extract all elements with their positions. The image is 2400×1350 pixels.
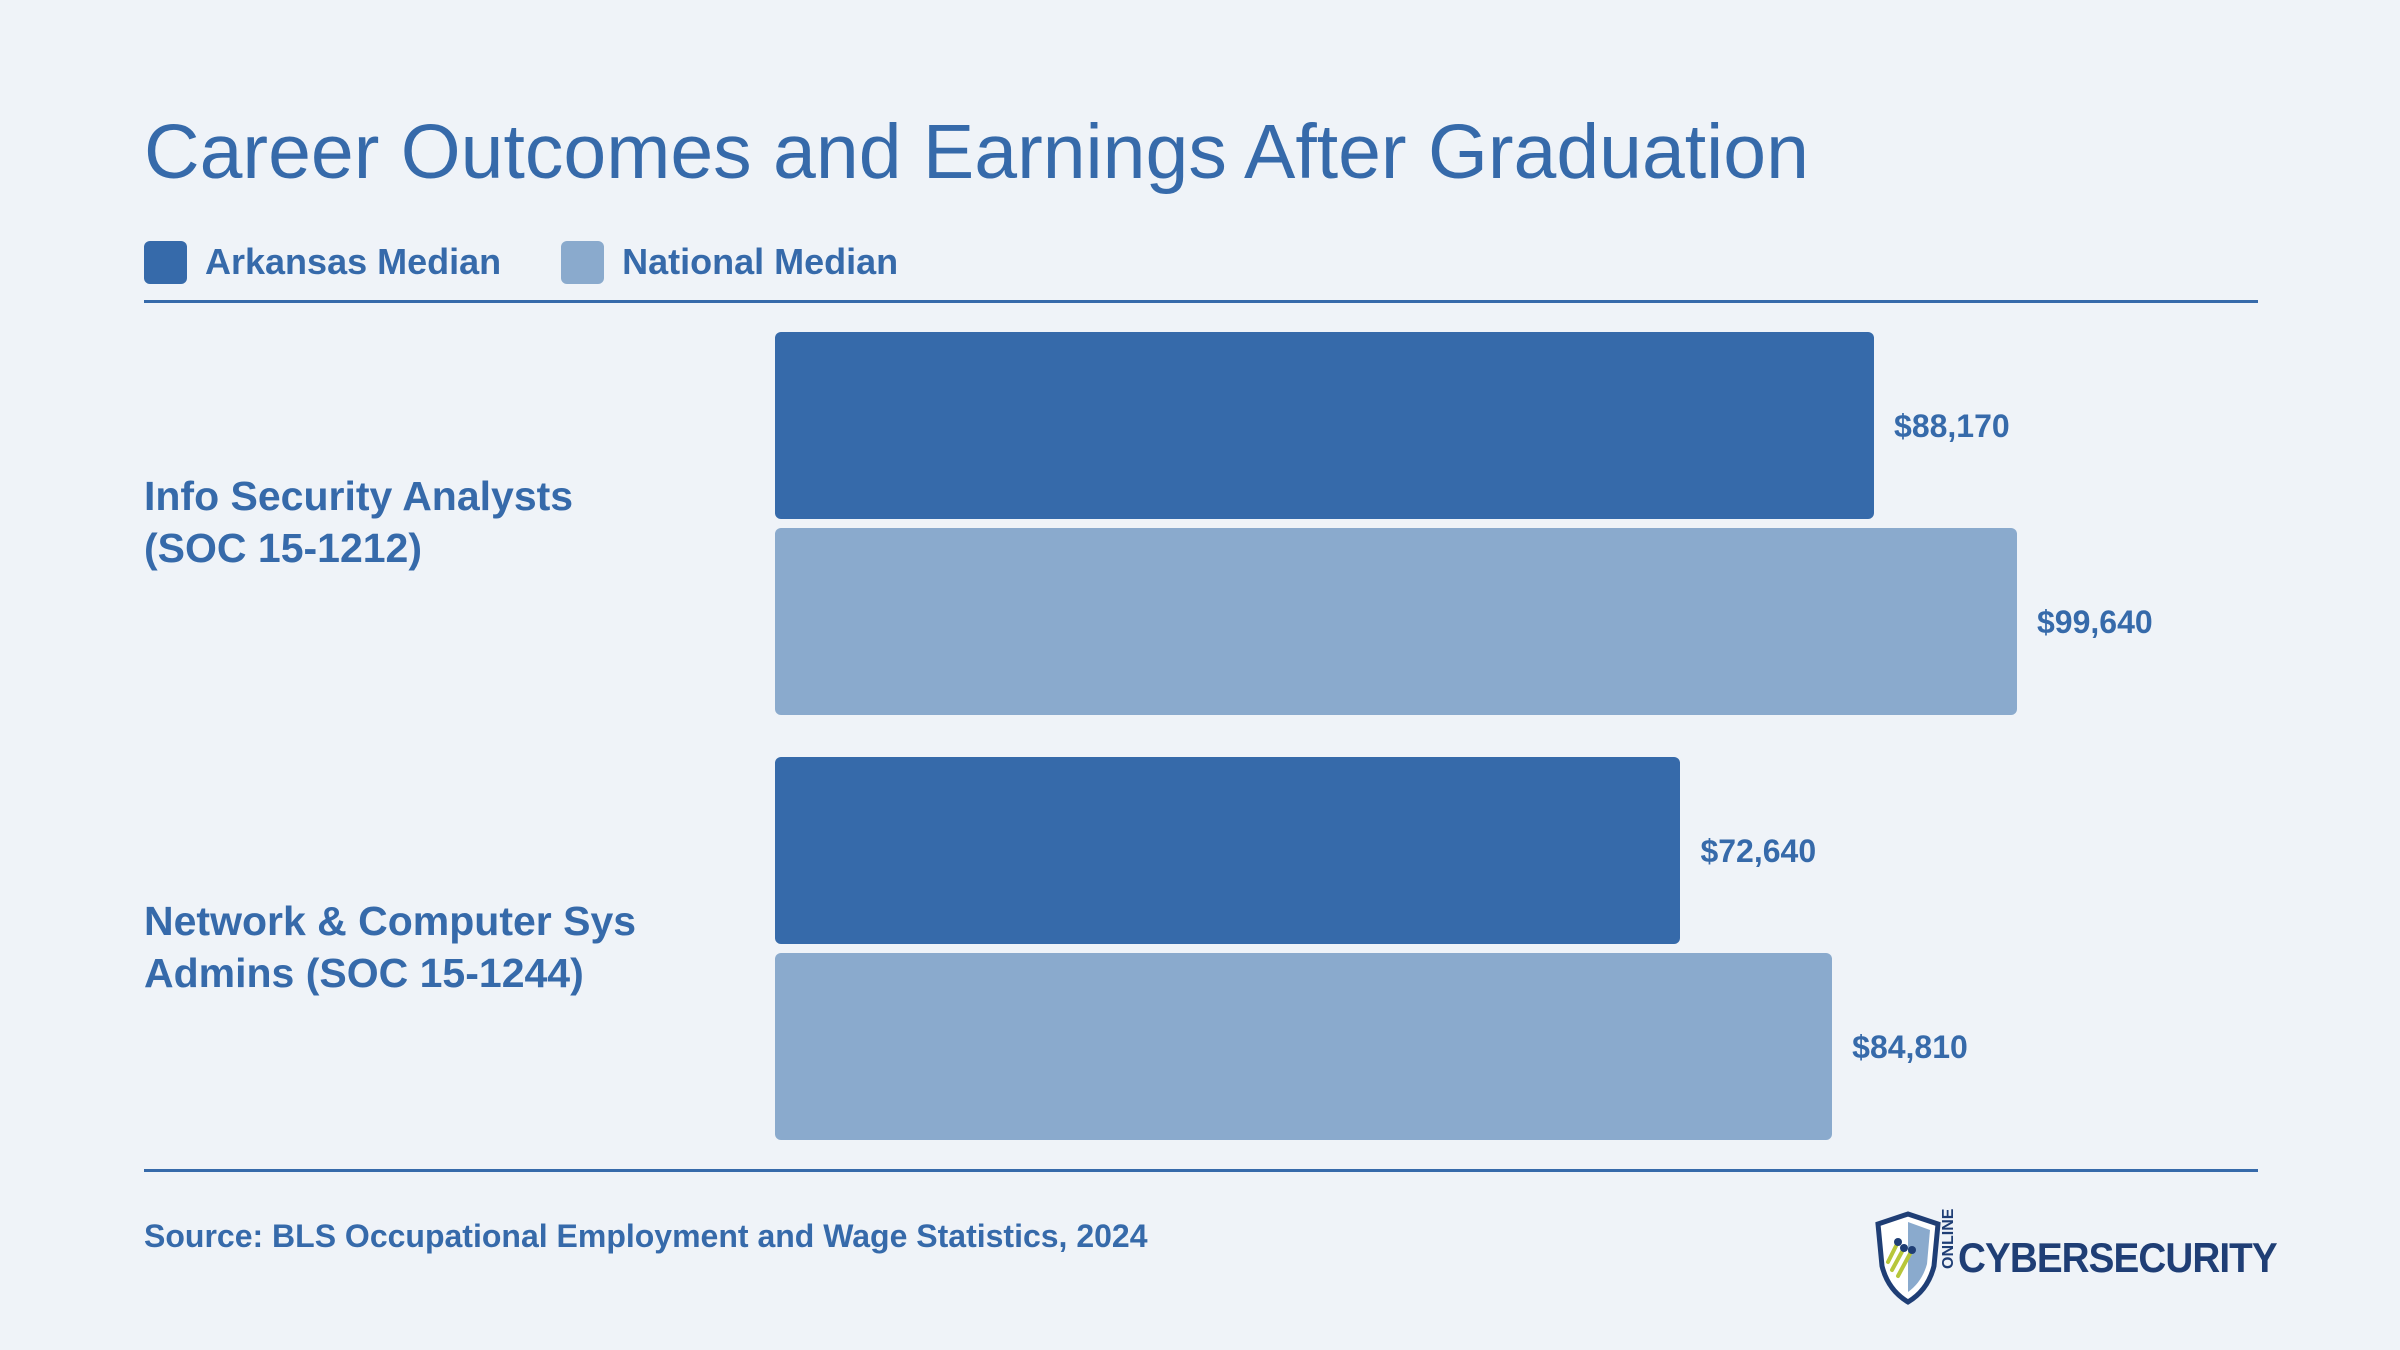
legend-item-arkansas: Arkansas Median bbox=[144, 240, 502, 284]
bottom-divider bbox=[144, 1169, 2258, 1172]
brand-logo: ONLINE CYBERSECURITY bbox=[1872, 1208, 2304, 1306]
category-label-network-admins: Network & Computer Sys Admins (SOC 15-12… bbox=[144, 895, 744, 999]
chart-legend: Arkansas Median National Median bbox=[144, 238, 958, 286]
legend-label-national: National Median bbox=[622, 241, 899, 282]
bar-national-info-security bbox=[775, 528, 2017, 715]
category-label-line: (SOC 15-1212) bbox=[144, 525, 423, 571]
legend-label-arkansas: Arkansas Median bbox=[205, 241, 502, 282]
value-label-arkansas-info-security: $88,170 bbox=[1894, 407, 2010, 444]
category-label-line: Info Security Analysts bbox=[144, 473, 574, 519]
bar-arkansas-info-security bbox=[775, 332, 1875, 519]
legend-swatch-arkansas bbox=[144, 240, 187, 284]
value-label-national-network-admins: $84,810 bbox=[1852, 1028, 1968, 1065]
logo-wordmark: CYBERSECURITY bbox=[1958, 1234, 2278, 1281]
category-label-line: Network & Computer Sys bbox=[144, 898, 637, 944]
source-note: Source: BLS Occupational Employment and … bbox=[144, 1218, 1148, 1254]
legend-swatch-national bbox=[561, 240, 605, 284]
value-label-arkansas-network-admins: $72,640 bbox=[1700, 832, 1817, 869]
bar-arkansas-network-admins bbox=[775, 757, 1681, 944]
shield-circuit-logo-icon bbox=[1875, 1211, 1941, 1305]
chart-title: Career Outcomes and Earnings After Gradu… bbox=[144, 109, 1809, 195]
value-label-national-info-security: $99,640 bbox=[2037, 603, 2153, 640]
logo-small-text: ONLINE bbox=[1940, 1208, 1957, 1269]
category-label-info-security: Info Security Analysts (SOC 15-1212) bbox=[144, 470, 744, 574]
top-divider bbox=[144, 300, 2258, 303]
legend-item-national: National Median bbox=[561, 240, 899, 284]
category-label-line: Admins (SOC 15-1244) bbox=[144, 950, 584, 996]
bar-national-network-admins bbox=[775, 953, 1833, 1140]
